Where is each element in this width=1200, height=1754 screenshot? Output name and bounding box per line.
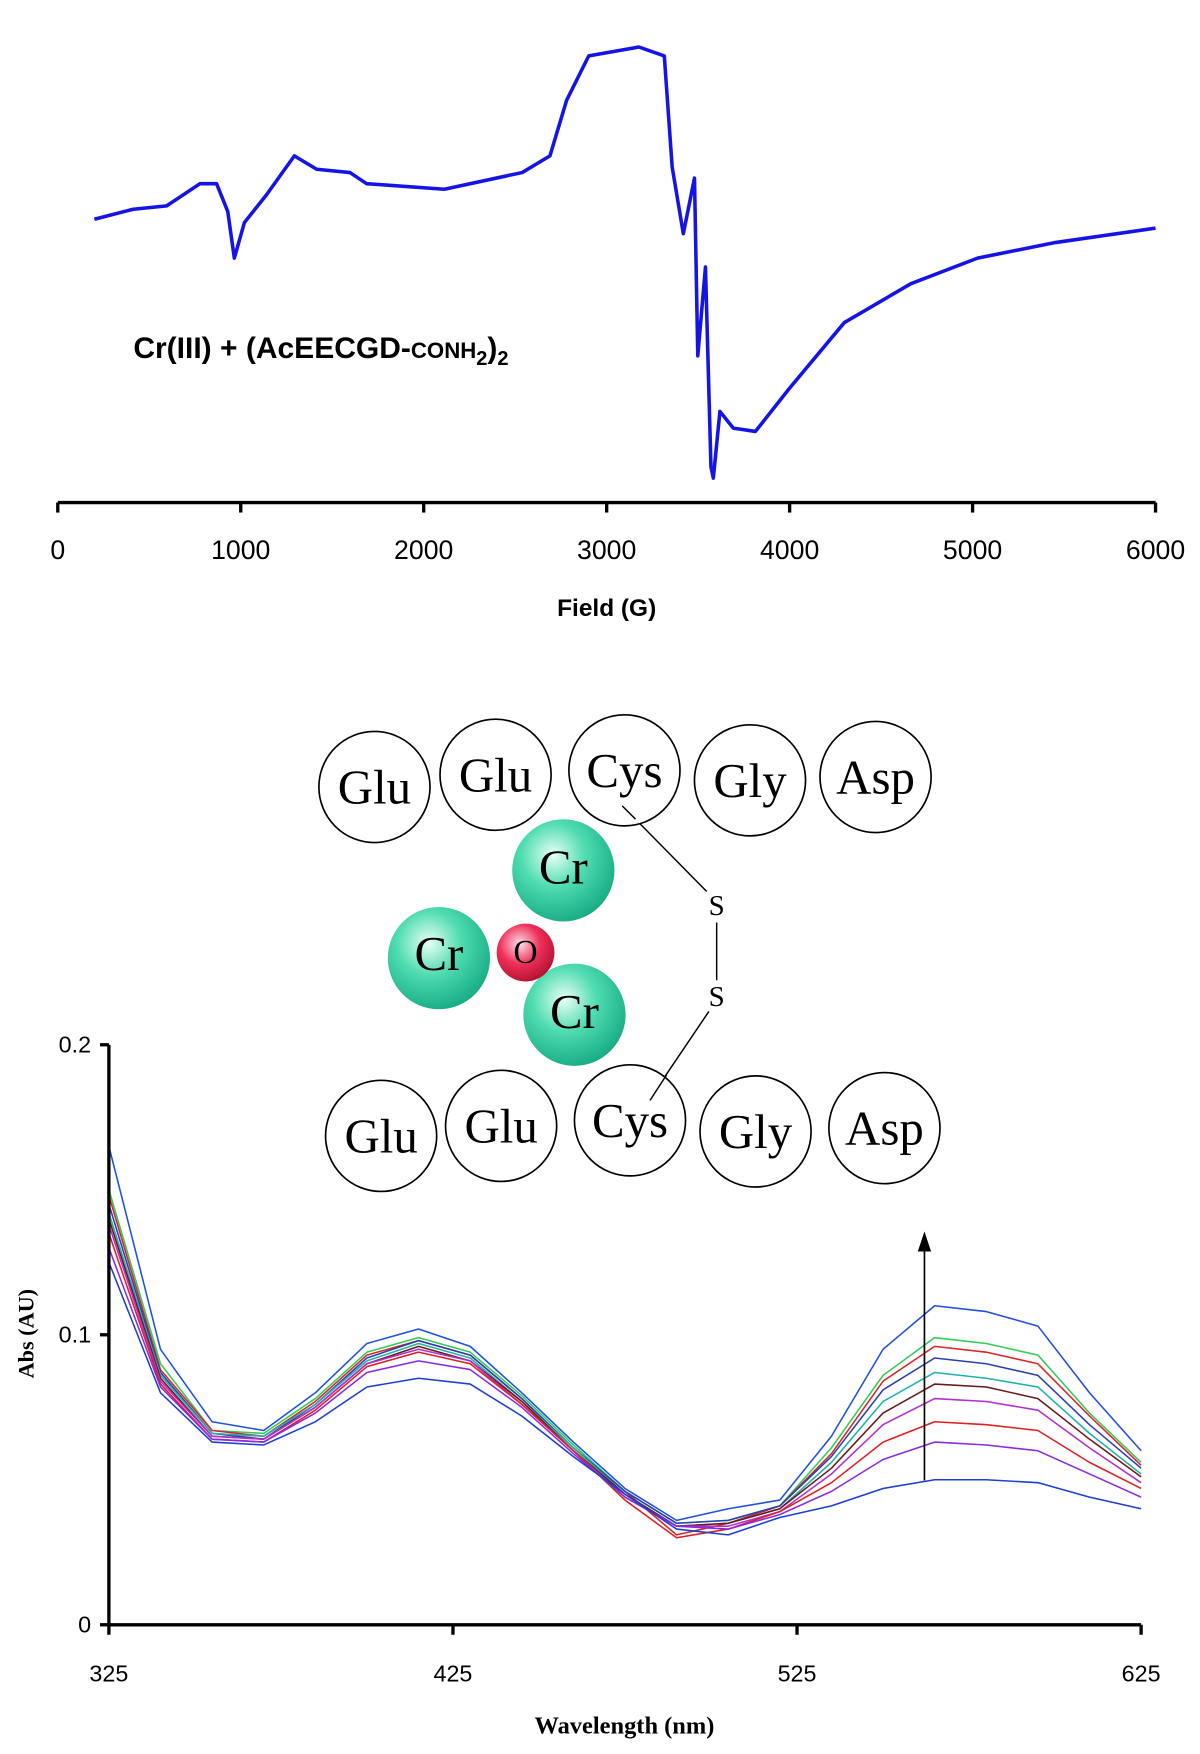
data-line <box>108 1146 1142 1522</box>
x-tick-label: 0 <box>50 535 65 565</box>
annotation-part: ) <box>487 332 497 365</box>
annotation: Cr(III) + (AcEECGD-CONH2)2 <box>133 332 508 370</box>
atom-label: S <box>709 890 725 922</box>
residue-label: Glu <box>459 747 532 802</box>
atom-label: Cr <box>550 984 599 1039</box>
x-tick-label: 1000 <box>211 535 270 565</box>
x-tick-label: 325 <box>89 1660 128 1686</box>
atom-label: Cr <box>539 840 588 895</box>
bond <box>621 805 637 820</box>
atom-label: Cr <box>414 926 463 981</box>
residue-label: Asp <box>845 1101 924 1156</box>
arrow-head <box>917 1231 932 1252</box>
data-line <box>108 1189 1142 1525</box>
x-tick-label: 425 <box>433 1660 472 1686</box>
x-tick-label: 525 <box>778 1660 817 1686</box>
atom-label: S <box>709 981 725 1013</box>
chromium-atom <box>512 819 615 922</box>
residue-label: Asp <box>836 750 915 805</box>
residue <box>573 1063 687 1177</box>
chromium-atom <box>523 963 626 1066</box>
x-tick-label: 4000 <box>760 535 819 565</box>
annotation-part: Cr(III) + (AcEECGD- <box>133 332 411 365</box>
x-axis-label: Field (G) <box>557 595 656 622</box>
residue-label: Gly <box>713 753 787 808</box>
residue <box>444 1069 558 1183</box>
residue <box>324 1079 438 1193</box>
axes: 6000 5000 4000 3000 2000 1000 0 <box>50 500 1185 565</box>
chromium-atom <box>387 907 490 1010</box>
y-tick-label: 0.2 <box>59 1032 91 1058</box>
structure-diagram: Glu Glu Cys Gly Asp Glu Glu Cys Gly Asp … <box>318 713 941 1193</box>
residue <box>568 713 681 827</box>
x-tick-label: 2000 <box>394 535 453 565</box>
y-tick-label: 0.1 <box>59 1322 91 1348</box>
epr-chart: Cr(III) + (AcEECGD-CONH2)2 Field (G) 600… <box>50 45 1185 622</box>
x-tick-label: 6000 <box>1126 535 1185 565</box>
x-tick-label: 625 <box>1122 1660 1161 1686</box>
bond <box>635 818 708 892</box>
y-axis-label: Abs (AU) <box>13 1289 38 1379</box>
x-axis-label: Wavelength (nm) <box>534 1713 714 1740</box>
residue <box>828 1071 941 1185</box>
residue-label: Glu <box>464 1098 537 1153</box>
data-line <box>108 1204 1142 1525</box>
residue-label: Glu <box>344 1108 417 1163</box>
residue <box>439 718 552 832</box>
atom-label: O <box>514 934 538 971</box>
y-tick-label: 0 <box>78 1612 91 1638</box>
trend-arrow <box>917 1231 932 1481</box>
residue-label: Gly <box>719 1104 793 1159</box>
residue-label: Glu <box>338 760 411 815</box>
data-line <box>108 1261 1142 1536</box>
annotation-part: 2 <box>497 348 508 370</box>
residue <box>318 730 431 844</box>
data-line <box>108 1224 1142 1527</box>
residue-label: Cys <box>592 1093 668 1148</box>
absorbance-chart: Wavelength (nm) Abs (AU) 0.2 0.1 0 625 525 42… <box>13 1032 1160 1740</box>
axes: 0.2 0.1 0 625 525 425 325 <box>59 1032 1161 1687</box>
data-line <box>93 45 1156 480</box>
series-group <box>108 1146 1142 1539</box>
bond <box>649 1074 668 1101</box>
data-line <box>108 1233 1142 1539</box>
data-line <box>108 1247 1142 1530</box>
residue <box>819 720 932 834</box>
data-line <box>108 1195 1142 1536</box>
x-tick-label: 3000 <box>577 535 636 565</box>
annotation-part: CONH <box>411 338 476 363</box>
annotation-part: 2 <box>476 348 487 370</box>
x-tick-label: 5000 <box>943 535 1002 565</box>
series-group <box>93 45 1156 480</box>
residue <box>699 1075 812 1188</box>
residue <box>693 723 807 837</box>
oxygen-atom <box>496 923 555 982</box>
residue-label: Cys <box>586 743 662 798</box>
